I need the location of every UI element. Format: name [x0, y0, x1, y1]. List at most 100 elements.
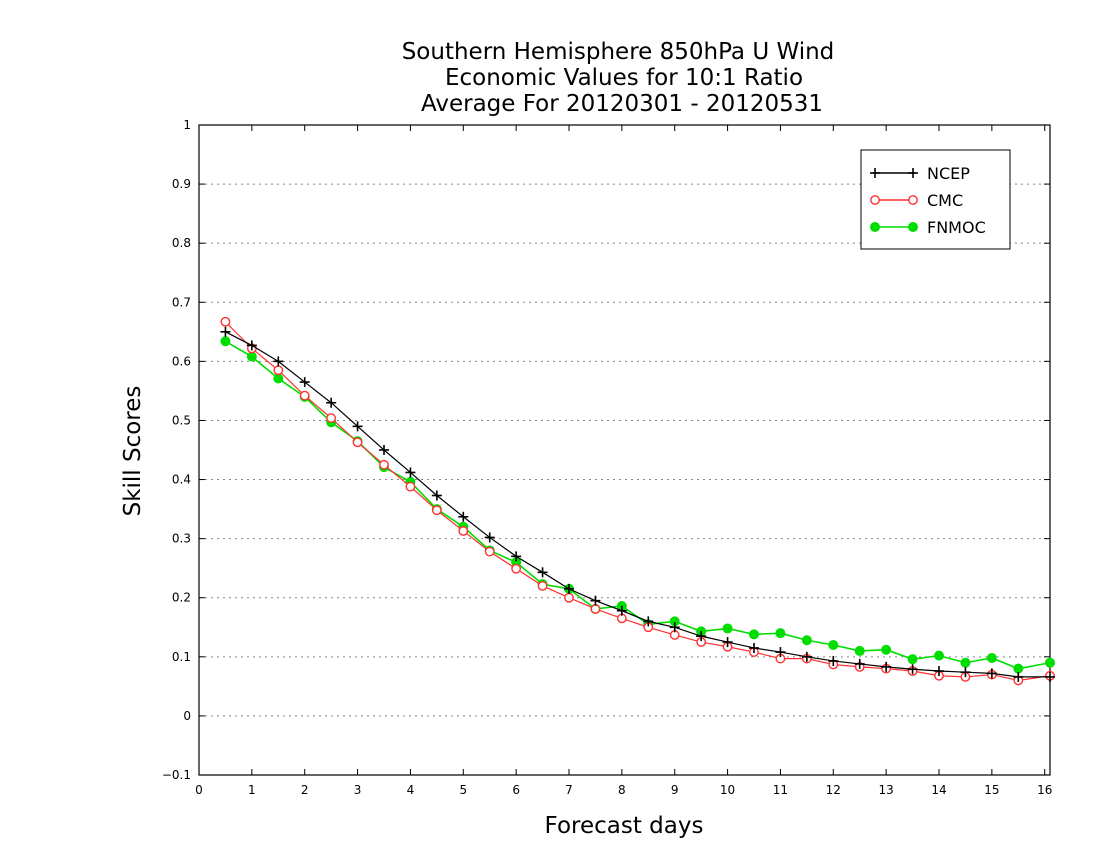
- data-point-ncep: [828, 655, 839, 666]
- legend-marker-fnmoc: [908, 222, 918, 232]
- x-tick-label: 14: [931, 783, 946, 797]
- x-tick-label: 7: [565, 783, 573, 797]
- y-tick-label: 0.3: [172, 532, 191, 546]
- x-tick-label: 2: [301, 783, 309, 797]
- y-tick-label: 0.7: [172, 295, 191, 309]
- data-point-ncep: [907, 664, 918, 675]
- data-point-fnmoc: [1013, 663, 1024, 674]
- data-point-cmc: [537, 581, 548, 591]
- data-point-cmc: [299, 390, 310, 401]
- data-point-fnmoc: [960, 657, 971, 668]
- y-tick-label: −0.1: [162, 768, 191, 782]
- data-point-ncep: [749, 642, 759, 653]
- series-cmc: [220, 316, 1055, 686]
- data-point-ncep: [1013, 671, 1024, 682]
- series-fnmoc: [220, 336, 1055, 674]
- x-tick-label: 12: [826, 783, 841, 797]
- title-line-3: Average For 20120301 - 20120531: [421, 91, 823, 117]
- data-point-ncep: [379, 445, 389, 455]
- data-point-ncep: [458, 511, 469, 522]
- data-point-ncep: [590, 595, 601, 606]
- data-point-cmc: [564, 592, 574, 603]
- y-tick-label: 0.4: [172, 473, 191, 487]
- data-point-fnmoc: [881, 644, 892, 655]
- data-point-ncep: [775, 647, 786, 658]
- legend-marker-fnmoc: [870, 222, 880, 232]
- data-point-ncep: [881, 661, 892, 672]
- x-tick-label: 6: [512, 783, 520, 797]
- y-tick-label: 0.2: [172, 591, 191, 605]
- data-point-fnmoc: [986, 653, 997, 663]
- y-axis-label: Skill Scores: [120, 386, 146, 517]
- x-tick-label: 4: [407, 783, 415, 797]
- data-point-ncep: [854, 658, 865, 669]
- data-point-cmc: [431, 505, 442, 516]
- data-point-ncep: [564, 583, 574, 594]
- data-point-fnmoc: [220, 336, 231, 347]
- y-tick-label: 0.5: [172, 413, 191, 427]
- y-tick-label: 0.1: [172, 650, 191, 664]
- title-line-1: Southern Hemisphere 850hPa U Wind: [402, 39, 835, 65]
- data-point-ncep: [722, 637, 733, 648]
- x-axis: 0 1 2 3 4 5 6 7 8 9 10 11 12 13 14 15 16: [195, 125, 1052, 797]
- data-point-ncep: [273, 356, 284, 367]
- x-tick-label: 16: [1037, 783, 1052, 797]
- data-point-fnmoc: [907, 654, 918, 665]
- data-point-cmc: [379, 459, 389, 470]
- data-point-ncep: [1045, 671, 1055, 682]
- grid-lines: [199, 183, 1050, 717]
- data-point-ncep: [960, 667, 971, 678]
- data-point-cmc: [511, 563, 522, 574]
- x-tick-label: 15: [984, 783, 999, 797]
- data-point-ncep: [696, 631, 707, 642]
- x-axis-label: Forecast days: [545, 813, 704, 839]
- plot-area-frame: [198, 124, 1051, 776]
- data-point-ncep: [537, 567, 548, 578]
- data-point-cmc: [220, 316, 231, 327]
- x-tick-label: 11: [773, 783, 788, 797]
- legend-marker-cmc: [870, 195, 880, 205]
- series-ncep: [220, 326, 1055, 682]
- x-tick-label: 9: [671, 783, 679, 797]
- legend-label-cmc: CMC: [927, 191, 963, 210]
- y-tick-label: 0.6: [172, 354, 191, 368]
- data-point-ncep: [616, 605, 627, 616]
- data-point-ncep: [801, 651, 812, 662]
- x-tick-label: 13: [879, 783, 894, 797]
- data-point-ncep: [352, 421, 363, 432]
- data-point-ncep: [484, 532, 495, 543]
- legend-marker-ncep: [870, 168, 880, 178]
- data-point-ncep: [511, 551, 522, 562]
- data-point-cmc: [405, 481, 416, 492]
- x-tick-label: 10: [720, 783, 735, 797]
- series-line-fnmoc: [225, 340, 1051, 670]
- x-tick-label: 1: [248, 783, 256, 797]
- legend: NCEP CMC FNMOC: [860, 149, 1011, 250]
- data-point-ncep: [643, 616, 654, 627]
- y-tick-label: 1: [183, 118, 191, 132]
- series-line-cmc: [225, 321, 1051, 682]
- y-axis: −0.1 0 0.1 0.2 0.3 0.4 0.5 0.6 0.7 0.8 0.9 1: [162, 118, 1050, 782]
- title-line-2: Economic Values for 10:1 Ratio: [445, 65, 803, 91]
- legend-marker-cmc: [908, 195, 918, 205]
- data-point-cmc: [326, 413, 337, 423]
- data-point-cmc: [352, 437, 363, 448]
- series-line-ncep: [225, 331, 1050, 678]
- y-tick-label: 0: [183, 709, 191, 723]
- data-point-ncep: [986, 668, 997, 679]
- data-point-fnmoc: [775, 628, 786, 639]
- data-point-fnmoc: [246, 351, 257, 362]
- data-point-fnmoc: [934, 650, 944, 661]
- data-point-ncep: [405, 467, 416, 478]
- series-layer: [220, 316, 1055, 686]
- y-tick-label: 0.9: [172, 177, 191, 191]
- data-point-ncep: [246, 340, 257, 351]
- data-point-cmc: [273, 365, 284, 376]
- data-point-ncep: [326, 397, 337, 408]
- data-point-cmc: [458, 526, 469, 536]
- data-point-fnmoc: [749, 629, 759, 640]
- data-point-fnmoc: [854, 645, 865, 656]
- legend-label-ncep: NCEP: [927, 164, 970, 183]
- chart-title: Southern Hemisphere 850hPa U Wind Econom…: [402, 39, 835, 117]
